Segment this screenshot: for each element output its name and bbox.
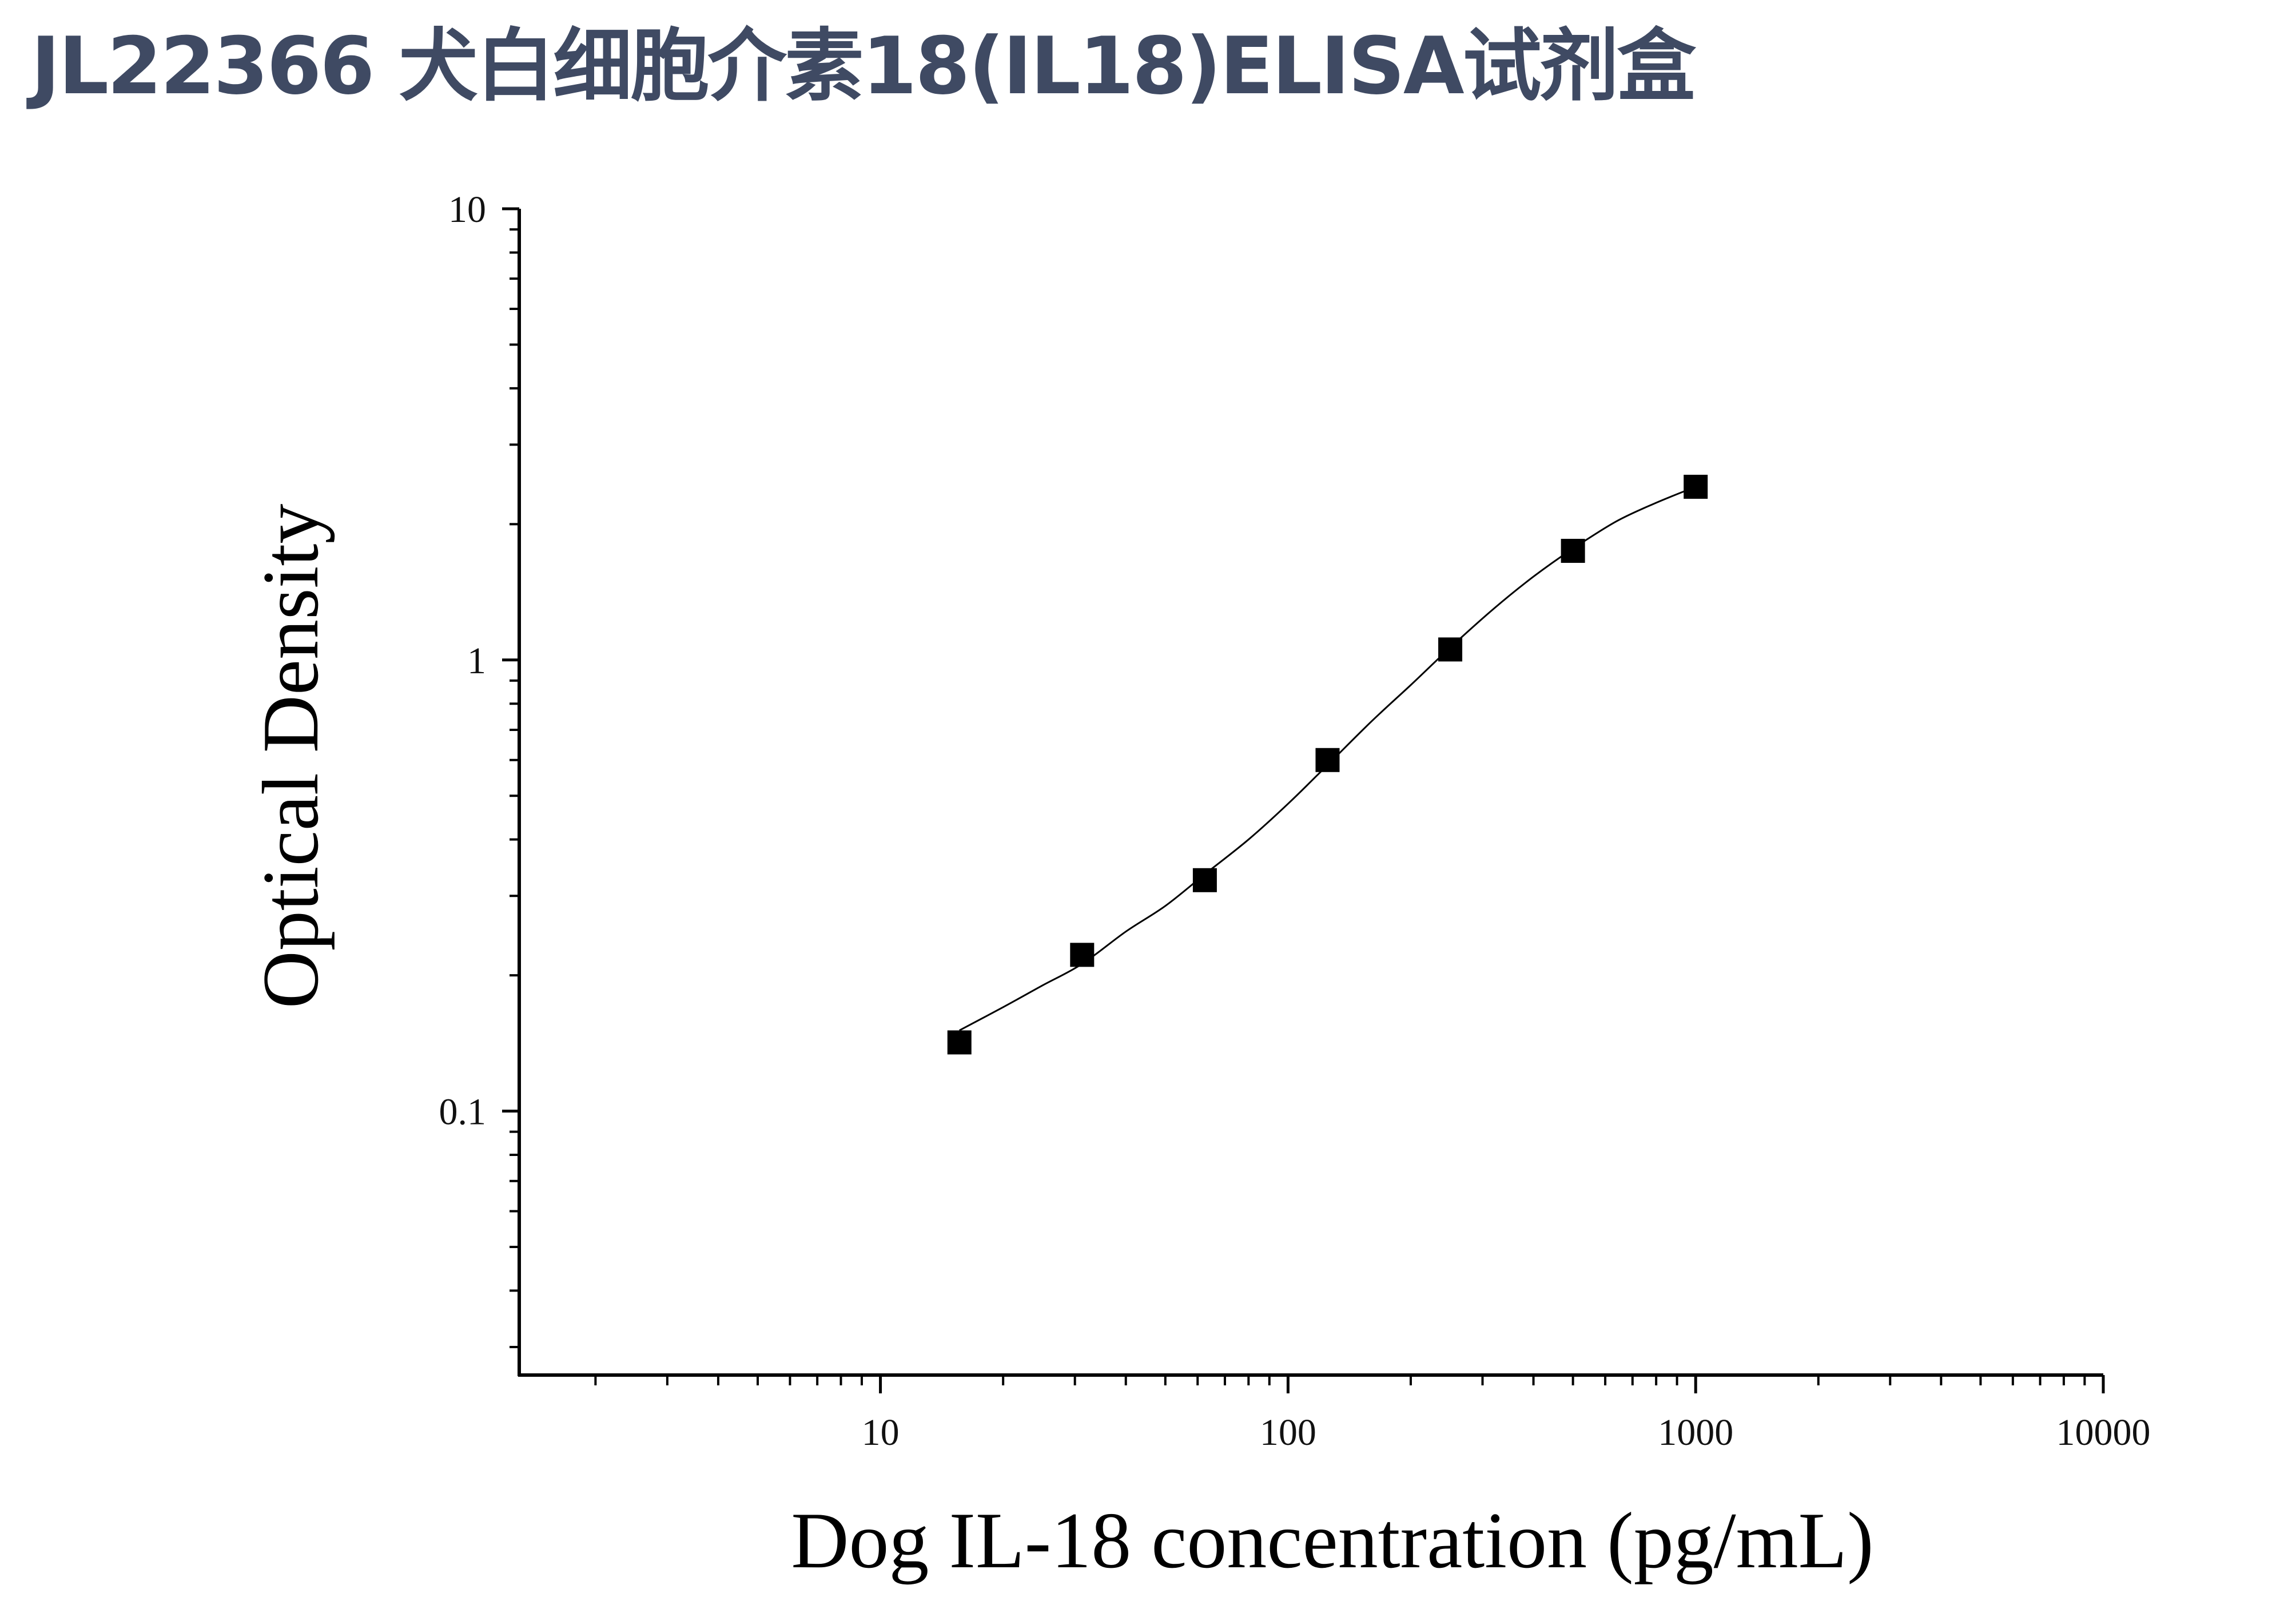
y-tick-label: 0.1 xyxy=(439,1091,487,1133)
x-tick-label: 10000 xyxy=(2056,1412,2151,1453)
data-point-marker xyxy=(947,1030,972,1055)
data-point-marker xyxy=(1561,539,1585,563)
data-point-marker xyxy=(1070,943,1095,967)
x-tick-label: 100 xyxy=(1260,1412,1316,1453)
y-tick-label: 10 xyxy=(448,189,486,231)
y-tick-label: 1 xyxy=(467,640,486,682)
data-point-marker xyxy=(1315,748,1340,772)
data-point-marker xyxy=(1684,475,1708,499)
data-points-layer xyxy=(947,475,1708,1055)
x-axis-title: Dog IL-18 concentration (pg/mL) xyxy=(791,1496,1873,1585)
y-axis-title: Optical Density xyxy=(246,504,335,1009)
axes: 0.1 1 10 10 100 1000 10000 xyxy=(439,189,2151,1453)
page-title: JL22366 犬白细胞介素18(IL18)ELISA试剂盒 xyxy=(31,20,1696,112)
data-point-marker xyxy=(1438,637,1463,662)
data-point-marker xyxy=(1192,868,1217,892)
x-tick-label: 1000 xyxy=(1658,1412,1733,1453)
x-tick-label: 10 xyxy=(862,1412,900,1453)
